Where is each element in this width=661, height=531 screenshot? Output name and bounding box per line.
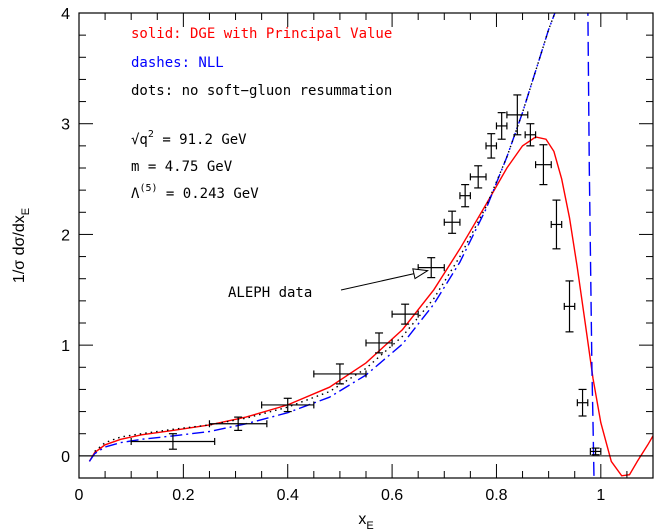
data-point	[313, 363, 367, 385]
y-tick-label: 0	[61, 449, 70, 466]
x-tick-label: 0	[75, 487, 84, 504]
data-point	[563, 280, 576, 333]
aleph-data-annotation: ALEPH data	[228, 285, 312, 301]
data-points-layer	[130, 94, 602, 456]
data-point	[550, 199, 563, 250]
data-point	[469, 165, 487, 189]
legend-dots: dots: no soft−gluon resummation	[131, 83, 392, 99]
x-axis-label: xE	[358, 511, 373, 531]
x-tick-label: 0.2	[172, 487, 194, 504]
y-tick-label: 3	[61, 117, 70, 134]
data-point	[261, 397, 315, 413]
data-point	[534, 144, 552, 186]
data-point	[443, 210, 461, 234]
data-point	[459, 184, 471, 208]
series-line-solid	[88, 136, 653, 477]
data-point	[495, 112, 508, 140]
y-tick-label: 1	[61, 338, 70, 355]
x-tick-label: 0.4	[277, 487, 299, 504]
param-mass: m = 4.75 GeV	[131, 159, 233, 175]
x-tick-label: 0.8	[485, 487, 507, 504]
ticks-layer: 0 0.2 0.4 0.6 0.8 1 0 1 2 3 4	[61, 6, 654, 504]
y-axis-label: 1/σ dσ/dxE	[11, 208, 32, 283]
legend-dashes: dashes: NLL	[131, 55, 224, 71]
data-point	[506, 94, 529, 136]
annotation-arrow	[340, 268, 430, 291]
data-point	[524, 123, 537, 147]
data-point	[589, 447, 602, 456]
data-point	[365, 332, 393, 354]
data-point	[391, 303, 419, 325]
legend-solid: solid: DGE with Principal Value	[131, 26, 392, 42]
param-sqrt-q2: √q2 = 91.2 GeV	[131, 129, 247, 148]
data-point	[417, 257, 445, 279]
y-tick-label: 4	[61, 6, 70, 23]
data-point	[208, 416, 268, 431]
series-line-dashed	[587, 13, 595, 478]
x-tick-label: 0.6	[381, 487, 403, 504]
x-tick-label: 1	[596, 487, 605, 504]
data-point	[130, 433, 216, 450]
param-lambda: Λ(5) = 0.243 GeV	[131, 183, 259, 202]
y-tick-label: 2	[61, 227, 70, 244]
data-point	[485, 133, 498, 159]
data-point	[576, 388, 589, 417]
curves-layer	[88, 13, 653, 478]
